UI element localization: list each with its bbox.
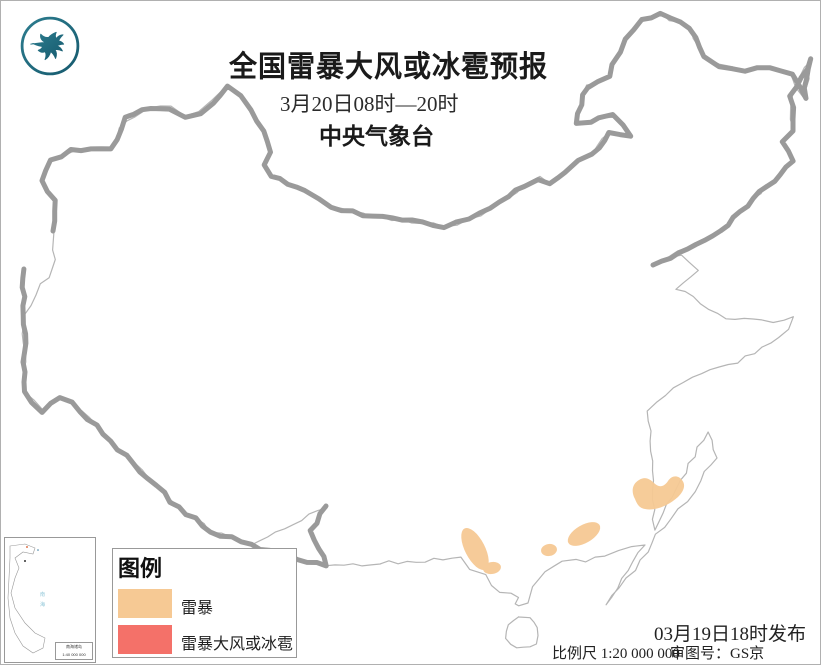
svg-text:海: 海 (40, 601, 45, 608)
svg-text:南: 南 (40, 591, 45, 598)
